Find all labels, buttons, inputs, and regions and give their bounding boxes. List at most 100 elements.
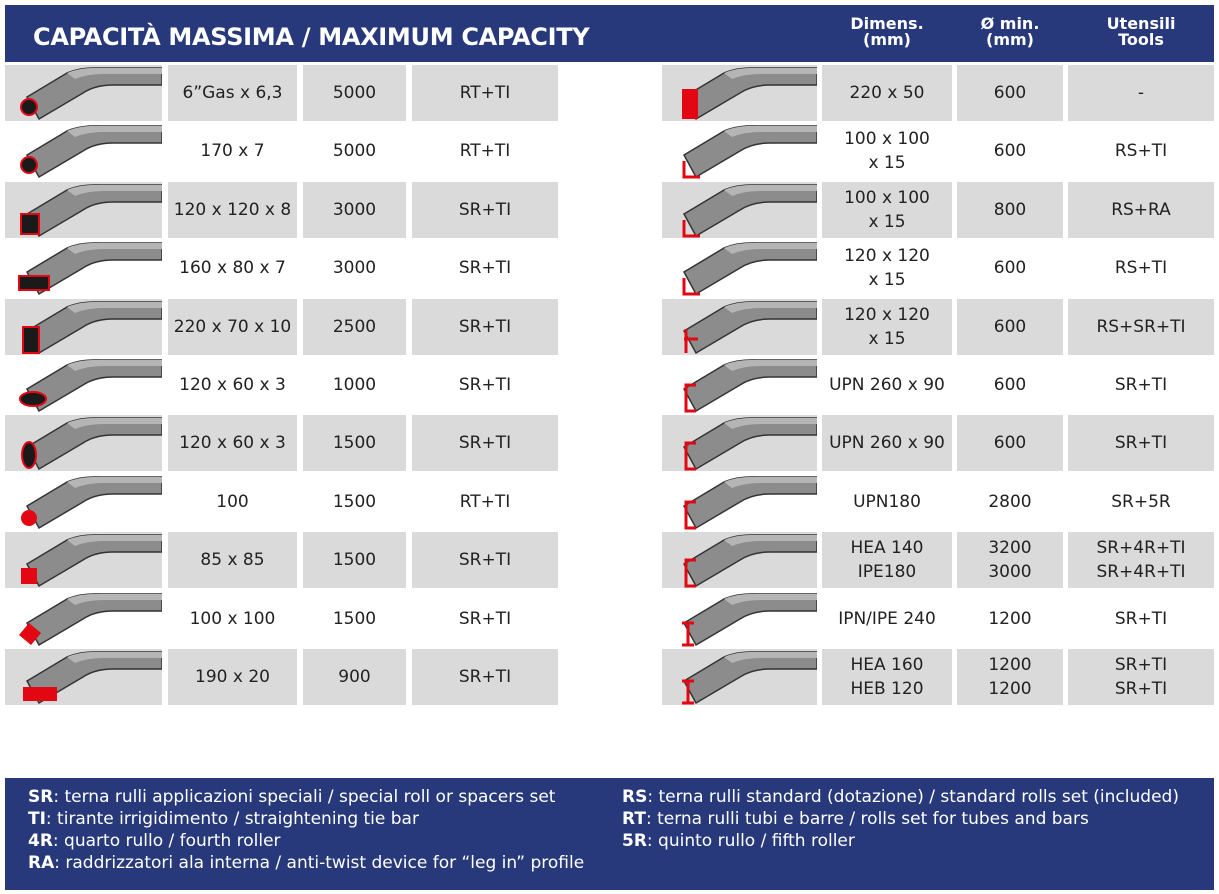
table-cell: 1200 1200: [957, 649, 1063, 705]
column-header: Utensili Tools: [1068, 16, 1214, 48]
legend-code: RT: [622, 809, 646, 829]
cell-line: 100 x 100: [844, 187, 930, 208]
table-cell: 1500: [303, 415, 406, 472]
table-cell: 100 x 100 x 15: [822, 123, 952, 179]
image-cell: [662, 65, 817, 121]
cell-line: 120 x 120: [844, 304, 930, 325]
table-cell: SR+TI SR+TI: [1068, 649, 1214, 705]
profile-icon: [18, 242, 162, 296]
table-cell: 120 x 60 x 3: [179, 375, 286, 395]
legend-code: SR: [28, 787, 54, 807]
table-cell: 600: [993, 141, 1027, 162]
table-cell: SR+TI: [458, 375, 512, 395]
cell-line: (mm): [986, 30, 1034, 49]
table-cell: 600: [993, 258, 1027, 279]
table-cell: 160 x 80 x 7: [179, 258, 286, 279]
legend-item: 4R: quarto rullo / fourth roller: [28, 830, 281, 852]
legend-item: SR: terna rulli applicazioni speciali / …: [28, 786, 555, 808]
cell-line: HEA 140: [850, 538, 924, 559]
image-cell: [662, 532, 817, 589]
table-cell: 220 x 70 x 10: [168, 298, 297, 355]
table-cell: 3000: [303, 181, 406, 238]
cell-line: 3200: [988, 538, 1032, 559]
image-cell: [5, 415, 162, 472]
legend-code: RA: [28, 853, 55, 873]
profile-icon: [19, 359, 162, 413]
profile-icon: [23, 651, 162, 705]
legend-item: RS: terna rulli standard (dotazione) / s…: [622, 786, 1179, 808]
legend-item: 5R: quinto rullo / fifth roller: [622, 830, 855, 852]
cell-line: x 15: [868, 211, 906, 232]
cell-line: Tools: [1118, 30, 1164, 49]
table-cell: 600: [993, 375, 1027, 395]
profile-icon: [682, 534, 817, 588]
legend-text: : terna rulli standard (dotazione) / sta…: [647, 787, 1179, 807]
profile-icon: [682, 417, 817, 471]
legend-code: 5R: [622, 831, 647, 851]
image-cell: [5, 591, 162, 647]
table-cell: SR+5R: [1111, 491, 1171, 512]
cell-line: HEB 120: [850, 679, 924, 699]
legend-text: : tirante irrigidimento / straightening …: [45, 809, 419, 829]
table-cell: IPN/IPE 240: [838, 608, 936, 629]
image-cell: [662, 591, 817, 647]
image-cell: [662, 357, 817, 413]
cell-line: SR+4R+TI: [1096, 538, 1186, 559]
table-cell: 190 x 20: [168, 649, 297, 705]
table-cell: 600: [957, 415, 1063, 472]
profile-icon: [19, 592, 162, 646]
table-cell: 800: [957, 181, 1063, 238]
table-cell: 5000: [332, 141, 377, 162]
table-cell: UPN 260 x 90: [829, 375, 945, 395]
table-cell: SR+TI: [458, 608, 512, 629]
table-cell: UPN 260 x 90: [822, 415, 952, 472]
table-cell: 600: [957, 298, 1063, 355]
legend-text: : terna rulli applicazioni speciali / sp…: [53, 787, 556, 807]
table-cell: 220 x 50: [822, 65, 952, 121]
table-cell: 900: [303, 649, 406, 705]
legend-code: 4R: [28, 831, 53, 851]
table-cell: 2500: [303, 298, 406, 355]
cell-line: IPE180: [857, 562, 917, 583]
cell-line: x 15: [868, 153, 906, 174]
profile-icon: [682, 183, 817, 238]
table-cell: 120 x 120 x 15: [822, 240, 952, 296]
table-cell: 120 x 120 x 8: [168, 181, 297, 238]
table-cell: 100 x 100: [189, 608, 276, 629]
legend-text: : quarto rullo / fourth roller: [52, 831, 281, 851]
profile-icon: [22, 300, 162, 354]
cell-line: HEA 160: [850, 655, 924, 675]
table-cell: RT+TI: [412, 65, 558, 121]
table-cell: HEA 160 HEB 120: [822, 649, 952, 705]
image-cell: [5, 474, 162, 530]
table-cell: 1500: [332, 608, 377, 629]
image-cell: [5, 65, 162, 121]
cell-line: SR+TI: [1114, 679, 1168, 699]
table-cell: SR+TI: [1068, 415, 1214, 472]
table-cell: 100: [216, 491, 249, 512]
table-cell: SR+TI: [412, 298, 558, 355]
image-cell: [662, 474, 817, 530]
cell-line: x 15: [868, 270, 906, 291]
table-cell: RS+TI: [1114, 141, 1168, 162]
header-bar: CAPACITÀ MASSIMA / MAXIMUM CAPACITY: [5, 5, 1214, 62]
table-cell: RT+TI: [459, 141, 511, 162]
legend-code: RS: [622, 787, 648, 807]
image-cell: [662, 415, 817, 472]
profile-icon: [682, 125, 817, 179]
legend-text: : raddrizzatori ala interna / anti-twist…: [54, 853, 585, 873]
table-cell: 120 x 60 x 3: [168, 415, 297, 472]
table-cell: SR+TI: [1114, 375, 1168, 395]
legend-box: [5, 778, 1214, 890]
cell-line: 100 x 100: [844, 129, 930, 150]
cell-line: SR+4R+TI: [1096, 562, 1186, 583]
profile-icon: [682, 359, 817, 413]
legend-item: RT: terna rulli tubi e barre / rolls set…: [622, 808, 1089, 830]
table-cell: 2800: [988, 491, 1032, 512]
cell-line: Dimens.: [850, 14, 924, 33]
profile-icon: [20, 125, 162, 179]
cell-line: Utensili: [1106, 14, 1176, 33]
table-cell: 1500: [303, 532, 406, 589]
profile-icon: [682, 67, 817, 121]
